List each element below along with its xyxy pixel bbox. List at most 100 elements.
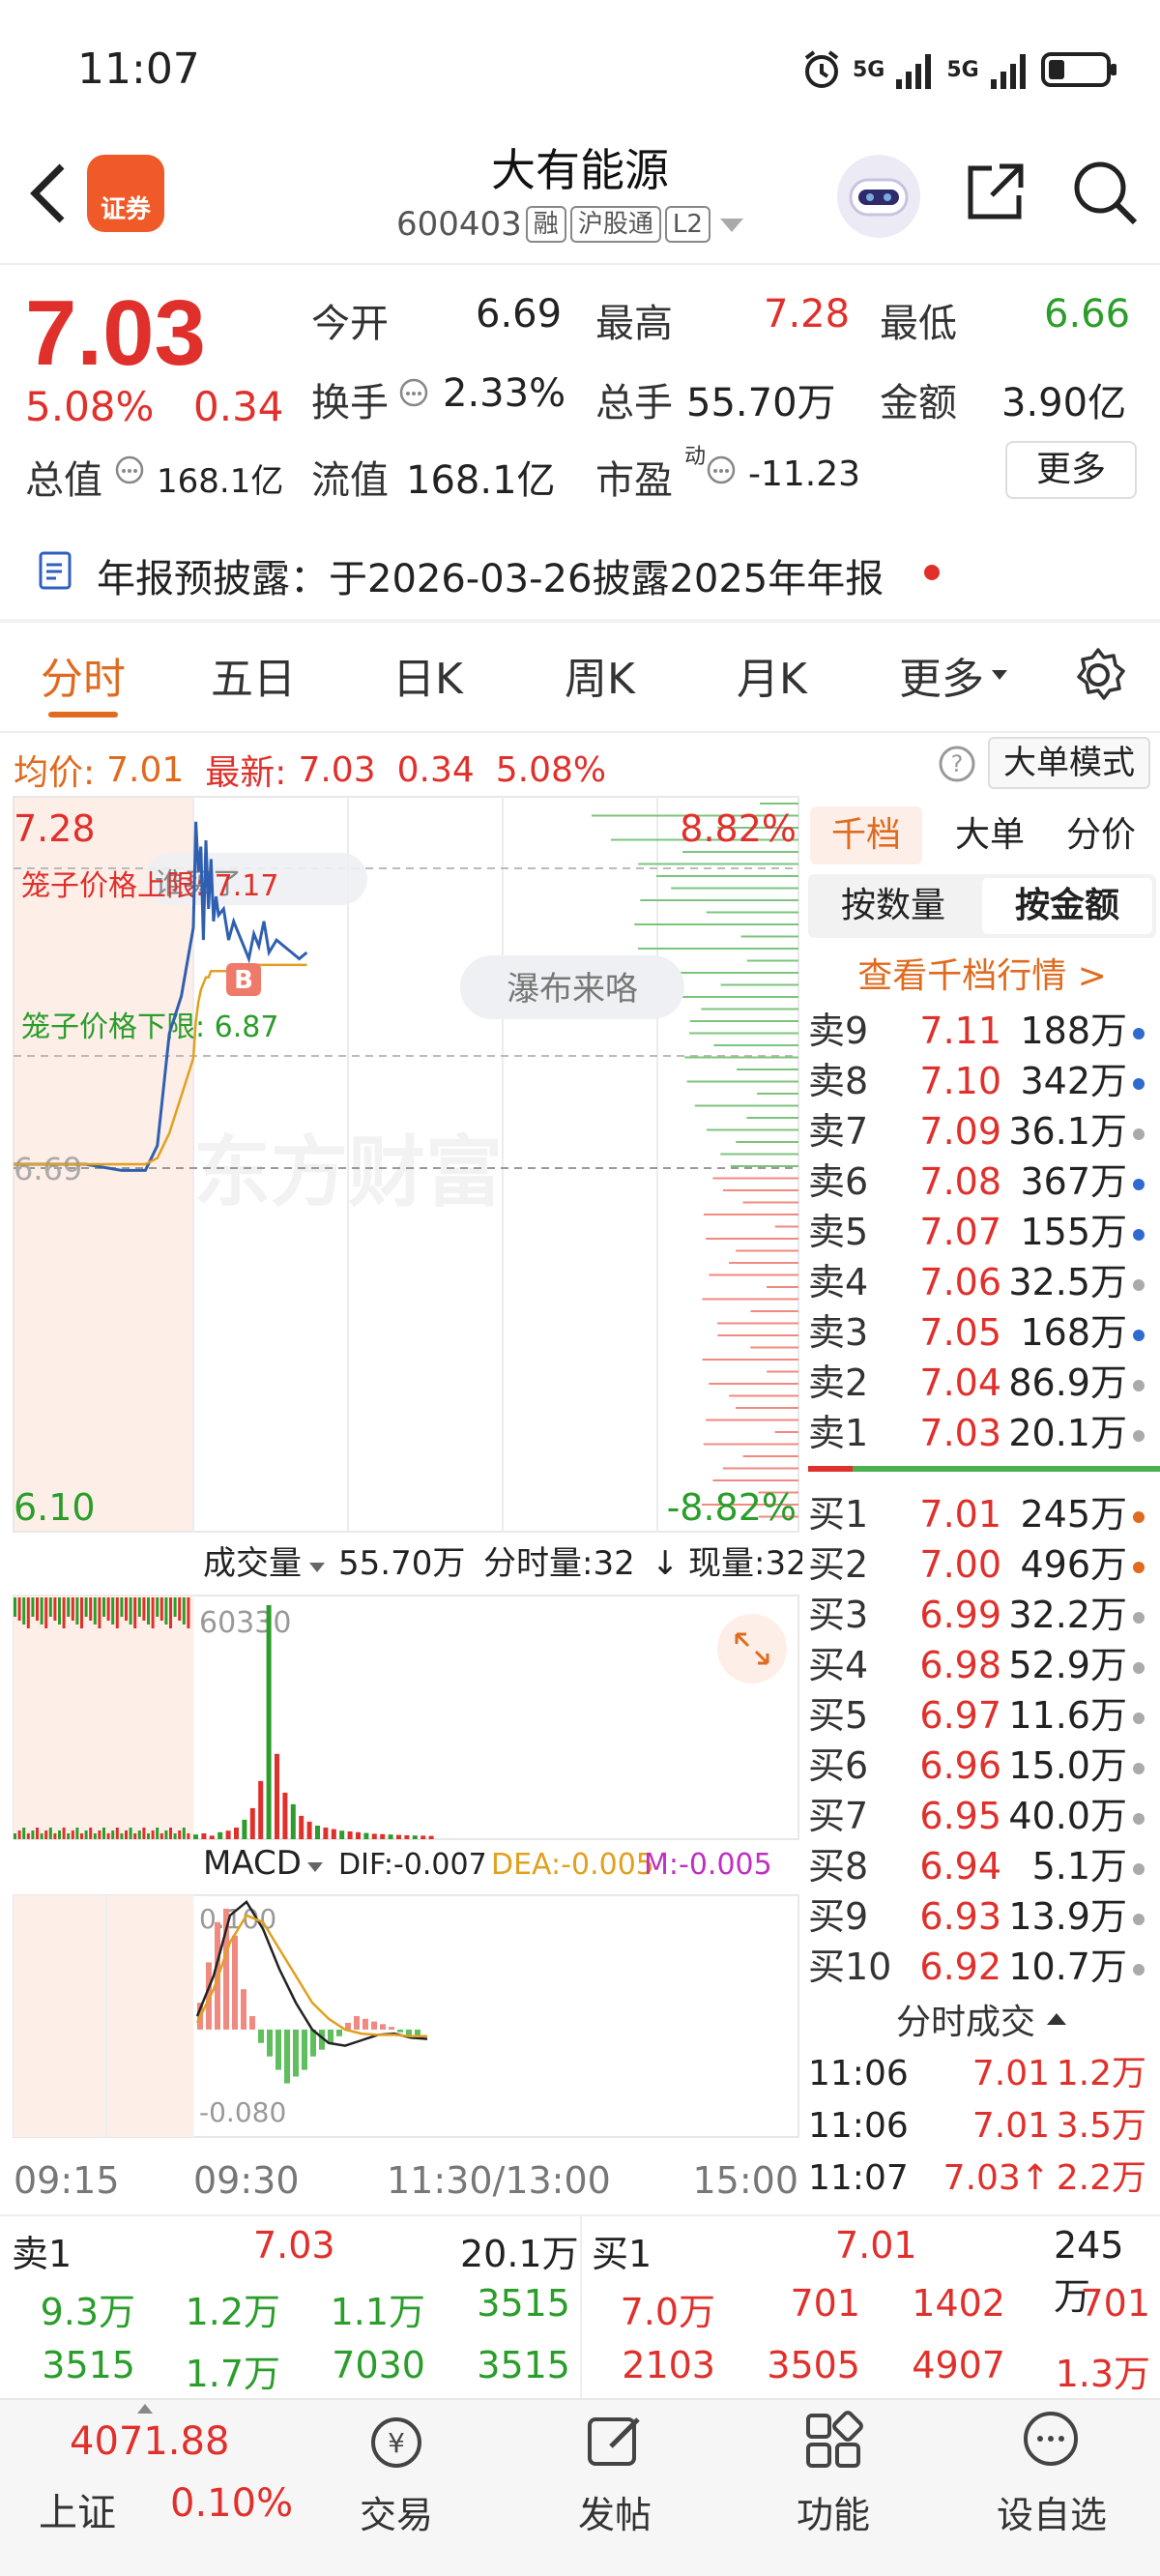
tab-monthly-k[interactable]: 月K [737, 655, 807, 704]
depth-bar [740, 935, 798, 938]
bid-row[interactable]: 买5 6.97 11.6万 [808, 1690, 1156, 1741]
bid-row[interactable]: 买7 6.95 40.0万 [808, 1791, 1156, 1841]
high-value: 7.28 [764, 292, 851, 337]
post-icon[interactable] [584, 2410, 646, 2472]
info-icon[interactable] [398, 377, 429, 408]
bid-row[interactable]: 买6 6.96 15.0万 [808, 1741, 1156, 1791]
avg-value: 7.01 [106, 749, 185, 790]
subtab-by-quantity[interactable]: 按数量 [840, 886, 945, 925]
waterfall-banner[interactable] [460, 955, 684, 1019]
book-price: 6.92 [919, 1946, 1001, 1982]
volume-bar [142, 1597, 146, 1621]
turnover-label: 换手 [311, 381, 389, 425]
book-price: 6.95 [919, 1795, 1001, 1837]
ask-row[interactable]: 卖6 7.08 367万 [808, 1156, 1156, 1207]
macd-bar [293, 2029, 299, 2077]
volume-bar [396, 1834, 401, 1839]
search-icon[interactable] [1071, 159, 1139, 226]
index-pct[interactable]: 0.10% [170, 2481, 294, 2526]
ask-row[interactable]: 卖2 7.04 86.9万 [808, 1358, 1156, 1408]
book-price: 7.08 [919, 1160, 1001, 1203]
view-depth-link[interactable]: 查看千档行情 > [857, 956, 1107, 996]
volume-bar [323, 1828, 329, 1839]
book-level: 卖6 [808, 1160, 869, 1203]
book-volume: 20.1万 [1008, 1412, 1127, 1454]
depth-bar [746, 1117, 798, 1119]
subtab-by-amount[interactable]: 按金额 [982, 878, 1152, 934]
depth-bar [758, 1515, 798, 1518]
back-icon[interactable] [27, 162, 70, 224]
depth-bar [709, 1273, 798, 1276]
ask-row[interactable]: 卖4 7.06 32.5万 [808, 1257, 1156, 1307]
index-name[interactable]: 上证 [39, 2491, 116, 2535]
expand-button[interactable] [717, 1614, 787, 1683]
buy-queue-cell: 2103 [622, 2344, 715, 2386]
watchlist-icon[interactable] [1019, 2410, 1083, 2472]
intraday-chart[interactable]: 东方财富 7.28 8.82% 6.10 -8.82% 谁买了 笼子价格上限: … [0, 793, 802, 2224]
index-value[interactable]: 4071.88 [70, 2419, 230, 2464]
info-icon[interactable] [114, 454, 145, 485]
more-button[interactable]: 更多 [1005, 441, 1137, 499]
macd-label[interactable]: MACD [203, 1844, 302, 1883]
assistant-avatar[interactable] [837, 155, 920, 238]
bottom-pct-label: -8.82% [667, 1486, 797, 1529]
depth-bar [774, 1225, 798, 1228]
bid-row[interactable]: 买9 6.93 13.9万 [808, 1891, 1156, 1942]
volume-bar [36, 1828, 39, 1839]
price-line [14, 821, 308, 1172]
nav-post[interactable]: 发帖 [577, 2494, 652, 2536]
book-price: 7.07 [919, 1211, 1001, 1253]
top-price-label: 7.28 [14, 807, 96, 850]
ask-row[interactable]: 卖7 7.09 36.1万 [808, 1106, 1156, 1156]
tab-depth-1000[interactable]: 千档 [810, 806, 922, 864]
volume-bar [62, 1597, 66, 1628]
tab-daily-k[interactable]: 日K [392, 655, 463, 704]
info-icon[interactable] [706, 454, 737, 485]
bid-row[interactable]: 买3 6.99 32.2万 [808, 1590, 1156, 1640]
trades-title[interactable]: 分时成交 [808, 1994, 1156, 2044]
tab-intraday[interactable]: 分时 [41, 655, 126, 704]
nav-functions[interactable]: 功能 [796, 2494, 870, 2536]
help-icon[interactable]: ? [938, 745, 976, 783]
bid-row[interactable]: 买1 7.01 245万 [808, 1489, 1156, 1539]
orderbook-tabs: 千档 大单 分价 [806, 803, 1160, 872]
apps-icon[interactable] [802, 2410, 864, 2472]
ask-row[interactable]: 卖8 7.10 342万 [808, 1056, 1156, 1106]
caret-down-icon[interactable] [307, 1862, 323, 1872]
depth-bar [757, 1093, 798, 1095]
macd-bar [380, 2024, 386, 2030]
trade-icon[interactable]: ¥ [360, 2414, 433, 2472]
macd-bar [336, 2029, 342, 2036]
tab-more[interactable]: 更多 [899, 644, 1009, 706]
tab-weekly-k[interactable]: 周K [565, 655, 635, 704]
nav-trade[interactable]: 交易 [359, 2494, 433, 2536]
notice-text[interactable]: 年报预披露：于2026-03-26披露2025年年报 [97, 557, 884, 601]
macd-bar [276, 2029, 281, 2070]
tab-five-day[interactable]: 五日 [211, 655, 296, 704]
tab-big-order[interactable]: 大单 [954, 815, 1025, 855]
caret-down-icon[interactable] [309, 1563, 325, 1572]
chevron-down-icon[interactable] [718, 215, 745, 234]
volume-bar [120, 1833, 124, 1839]
ask-row[interactable]: 卖3 7.05 168万 [808, 1307, 1156, 1358]
tag-connect: 沪股通 [569, 206, 661, 243]
buy-marker[interactable] [226, 963, 261, 996]
book-dot [1133, 1862, 1145, 1875]
big-order-mode-button[interactable]: 大单模式 [988, 737, 1150, 789]
ask-row[interactable]: 卖5 7.07 155万 [808, 1207, 1156, 1257]
volume-total: 55.70万 [338, 1544, 465, 1583]
bid-row[interactable]: 买10 6.92 10.7万 [808, 1942, 1156, 1982]
volume-bar [53, 1597, 57, 1621]
gear-icon[interactable] [1069, 646, 1127, 704]
share-icon[interactable] [963, 161, 1027, 224]
nav-add-watchlist[interactable]: 设自选 [996, 2494, 1107, 2536]
volume-label[interactable]: 成交量 [203, 1544, 302, 1583]
trades-title-text: 分时成交 [895, 2003, 1035, 2042]
tab-price-split[interactable]: 分价 [1065, 815, 1136, 855]
bid-row[interactable]: 买2 7.00 496万 [808, 1539, 1156, 1590]
depth-bar [736, 1141, 798, 1143]
bid-row[interactable]: 买8 6.94 5.1万 [808, 1841, 1156, 1891]
ask-row[interactable]: 卖9 7.11 188万 [808, 1006, 1156, 1056]
bid-row[interactable]: 买4 6.98 52.9万 [808, 1640, 1156, 1690]
ask-row[interactable]: 卖1 7.03 20.1万 [808, 1408, 1156, 1458]
